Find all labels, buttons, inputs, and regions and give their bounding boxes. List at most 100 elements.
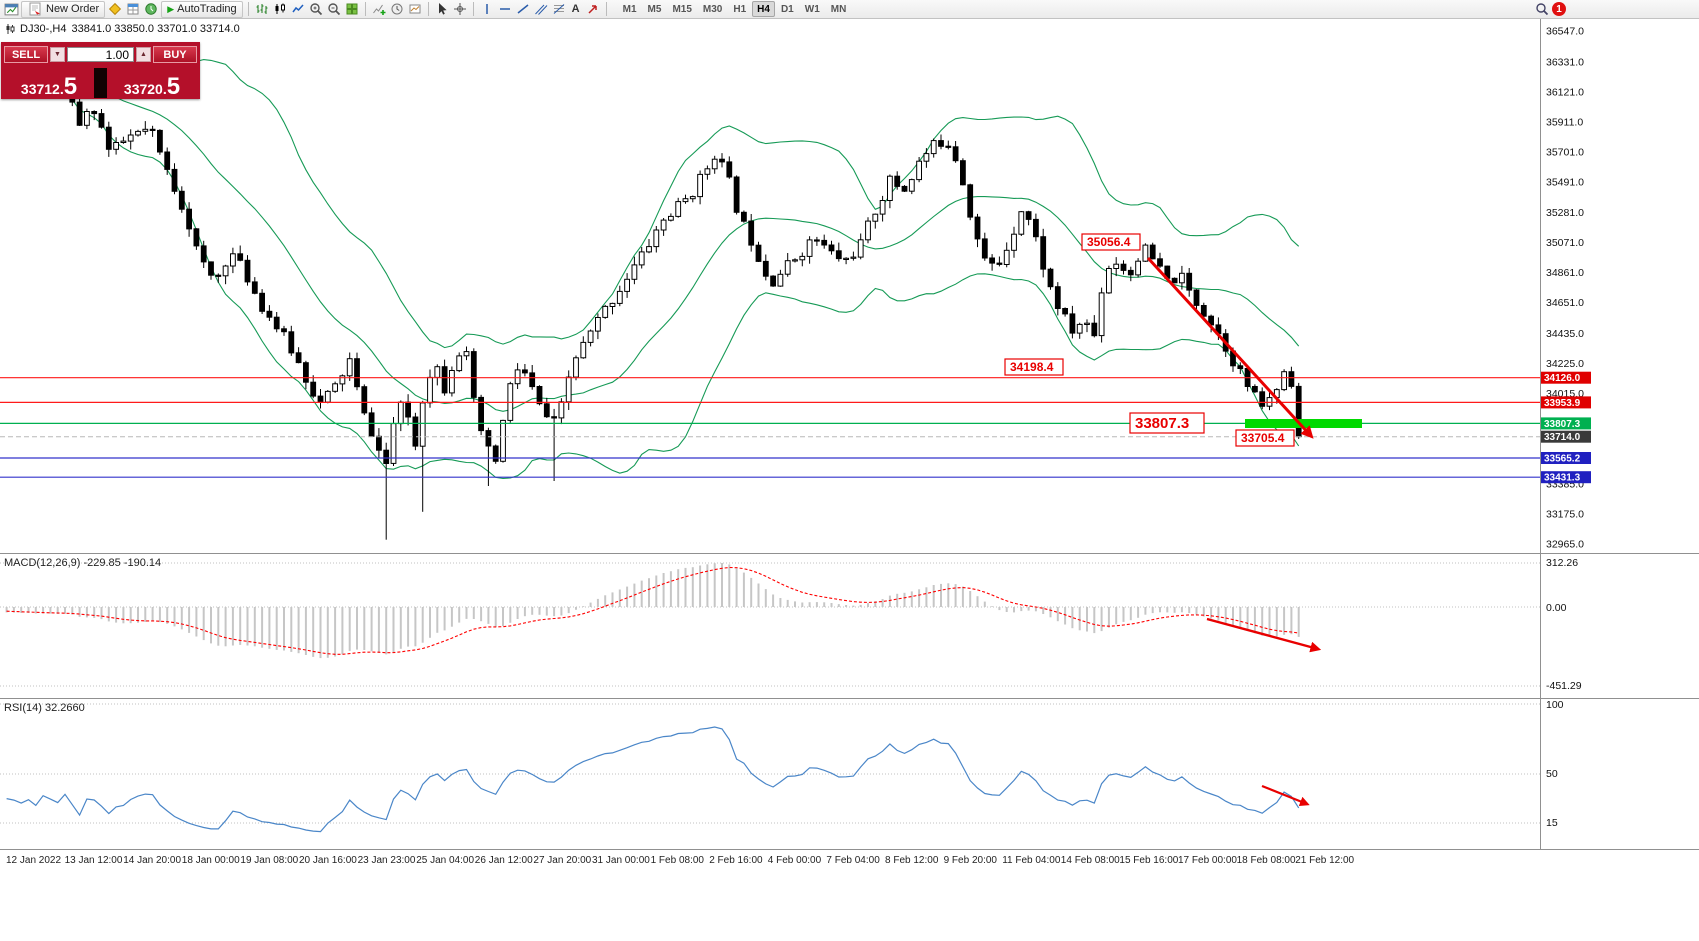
- axis-price-box: 34126.0: [1541, 371, 1591, 384]
- zoom-out-icon[interactable]: [326, 1, 342, 17]
- timeframe-h1[interactable]: H1: [728, 1, 751, 17]
- time-label: 27 Jan 20:00: [533, 855, 592, 866]
- autotrading-play-icon: ▶: [167, 3, 175, 14]
- svg-text:-451.29: -451.29: [1546, 680, 1582, 692]
- svg-text:34861.0: 34861.0: [1546, 267, 1584, 279]
- time-label: 17 Feb 00:00: [1178, 855, 1237, 866]
- rsi-indicator-panel[interactable]: RSI(14) 32.2660 100 50 15: [0, 698, 1699, 849]
- fibonacci-tool-icon[interactable]: [551, 1, 567, 17]
- candlesticks: [62, 82, 1302, 540]
- new-order-label: New Order: [46, 3, 100, 15]
- price-annotation: 34198.4: [1004, 358, 1064, 376]
- volume-input[interactable]: [67, 47, 134, 62]
- sell-button[interactable]: SELL: [4, 46, 48, 63]
- buy-button[interactable]: BUY: [153, 46, 197, 63]
- time-label: 19 Jan 08:00: [240, 855, 299, 866]
- svg-text:33714.0: 33714.0: [1544, 432, 1581, 443]
- metaeditor-icon[interactable]: [107, 1, 123, 17]
- svg-text:35701.0: 35701.0: [1546, 147, 1584, 159]
- svg-text:35056.4: 35056.4: [1087, 235, 1131, 249]
- time-label: 26 Jan 12:00: [474, 855, 533, 866]
- svg-text:33175.0: 33175.0: [1546, 508, 1584, 520]
- channel-tool-icon[interactable]: [533, 1, 549, 17]
- cursor-icon[interactable]: [434, 1, 450, 17]
- timeframe-h4[interactable]: H4: [752, 1, 775, 17]
- svg-text:32965.0: 32965.0: [1546, 539, 1584, 551]
- axis-price-box: 33807.3: [1541, 417, 1591, 430]
- symbol-icon: [6, 24, 15, 34]
- autotrading-button[interactable]: ▶ AutoTrading: [161, 0, 243, 18]
- templates-icon[interactable]: [407, 1, 423, 17]
- macd-arrow: [1206, 617, 1322, 653]
- timeframe-mn[interactable]: MN: [826, 1, 852, 17]
- timeframe-d1[interactable]: D1: [776, 1, 799, 17]
- sell-price[interactable]: 33712. 5: [4, 75, 94, 99]
- timeframe-m5[interactable]: M5: [643, 1, 667, 17]
- time-label: 7 Feb 04:00: [826, 855, 880, 866]
- axis-price-box: 33431.3: [1541, 471, 1591, 484]
- new-chart-icon[interactable]: [3, 1, 19, 17]
- price-divider: [94, 68, 107, 98]
- market-watch-icon[interactable]: [125, 1, 141, 17]
- buy-price-big-digit: 5: [166, 73, 181, 100]
- period-icon[interactable]: [389, 1, 405, 17]
- indicators-icon[interactable]: [371, 1, 387, 17]
- price-chart-panel[interactable]: 36547.0 36331.0 36121.0 35911.0 35701.0 35491…: [0, 19, 1699, 553]
- svg-text:33705.4: 33705.4: [1241, 431, 1285, 445]
- buy-price[interactable]: 33720. 5: [107, 73, 197, 100]
- svg-text:35071.0: 35071.0: [1546, 237, 1584, 249]
- highlight-zone: [1245, 419, 1362, 428]
- svg-text:36331.0: 36331.0: [1546, 57, 1584, 69]
- notification-badge[interactable]: 1: [1552, 2, 1566, 16]
- time-label: 4 Feb 00:00: [767, 855, 822, 866]
- svg-text:35491.0: 35491.0: [1546, 177, 1584, 189]
- bar-chart-mode-icon[interactable]: [254, 1, 270, 17]
- time-label: 1 Feb 08:00: [650, 855, 704, 866]
- time-label: 21 Feb 12:00: [1295, 855, 1355, 866]
- rsi-label: RSI(14) 32.2660: [4, 702, 85, 714]
- candlestick-mode-icon[interactable]: [272, 1, 288, 17]
- price-chart-svg[interactable]: 36547.0 36331.0 36121.0 35911.0 35701.0 35491…: [0, 19, 1699, 553]
- vertical-line-tool-icon[interactable]: [479, 1, 495, 17]
- horizontal-line-tool-icon[interactable]: [497, 1, 513, 17]
- svg-text:35281.0: 35281.0: [1546, 207, 1584, 219]
- trend-arrow: [1146, 256, 1314, 439]
- navigator-icon[interactable]: [143, 1, 159, 17]
- tile-windows-icon[interactable]: [344, 1, 360, 17]
- toolbar-separator: [427, 2, 429, 16]
- svg-text:34435.0: 34435.0: [1546, 328, 1584, 340]
- timeframe-m15[interactable]: M15: [667, 1, 696, 17]
- trade-prices-row: 33712. 5 33720. 5: [4, 66, 197, 100]
- sell-price-main: 33712.: [20, 81, 64, 97]
- svg-text:33953.9: 33953.9: [1544, 398, 1581, 409]
- timeframe-m30[interactable]: M30: [698, 1, 727, 17]
- new-order-button[interactable]: New Order: [21, 0, 106, 18]
- toolbar-separator: [364, 2, 366, 16]
- price-annotation: 33705.4: [1235, 429, 1295, 447]
- time-label: 11 Feb 04:00: [1002, 855, 1061, 866]
- svg-text:50: 50: [1546, 768, 1558, 780]
- time-label: 23 Jan 23:00: [357, 855, 416, 866]
- volume-decrease-button[interactable]: ▼: [50, 47, 65, 62]
- text-tool-icon[interactable]: A: [571, 3, 580, 15]
- line-chart-mode-icon[interactable]: [290, 1, 306, 17]
- time-label: 8 Feb 12:00: [885, 855, 939, 866]
- timeframe-w1[interactable]: W1: [800, 1, 825, 17]
- crosshair-icon[interactable]: [452, 1, 468, 17]
- arrow-tool-icon[interactable]: [585, 1, 601, 17]
- time-label: 13 Jan 12:00: [64, 855, 123, 866]
- axis-price-box: 33953.9: [1541, 396, 1591, 409]
- zoom-in-icon[interactable]: [308, 1, 324, 17]
- trendline-tool-icon[interactable]: [515, 1, 531, 17]
- svg-text:33807.3: 33807.3: [1544, 419, 1581, 430]
- macd-indicator-panel[interactable]: MACD(12,26,9) -229.85 -190.14 312.26 0.00 -…: [0, 553, 1699, 698]
- svg-text:100: 100: [1546, 699, 1564, 711]
- volume-increase-button[interactable]: ▲: [136, 47, 151, 62]
- rsi-line: [6, 726, 1300, 833]
- svg-text:312.26: 312.26: [1546, 557, 1578, 569]
- timeframe-m1[interactable]: M1: [618, 1, 642, 17]
- rsi-svg: RSI(14) 32.2660 100 50 15: [0, 698, 1699, 849]
- macd-svg: MACD(12,26,9) -229.85 -190.14 312.26 0.00 -…: [0, 553, 1699, 698]
- search-icon[interactable]: [1534, 1, 1550, 17]
- time-axis[interactable]: 12 Jan 2022 13 Jan 12:00 14 Jan 20:00 18 Ja…: [0, 849, 1699, 875]
